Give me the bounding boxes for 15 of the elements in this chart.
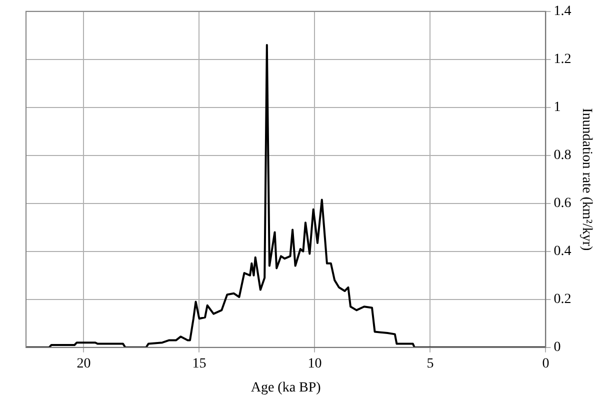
y-tick-label: 1.4 bbox=[554, 4, 572, 20]
y-tick-label: 0.4 bbox=[554, 244, 572, 260]
x-tick-label: 5 bbox=[426, 356, 434, 372]
y-tick-label: 1.2 bbox=[554, 52, 572, 68]
x-tick-label: 0 bbox=[542, 356, 550, 372]
x-tick-label: 20 bbox=[76, 356, 91, 372]
y-axis-title: Inundation rate (km²/kyr) bbox=[578, 108, 594, 252]
y-tick-label: 1 bbox=[554, 100, 561, 116]
x-axis-title: Age (ka BP) bbox=[250, 380, 322, 396]
y-tick-label: 0.6 bbox=[554, 196, 572, 212]
x-tick-label: 15 bbox=[192, 356, 206, 372]
y-tick-label: 0.8 bbox=[554, 148, 572, 164]
y-tick-label: 0 bbox=[554, 340, 561, 356]
x-tick-label: 10 bbox=[308, 356, 322, 372]
y-tick-label: 0.2 bbox=[554, 292, 572, 308]
